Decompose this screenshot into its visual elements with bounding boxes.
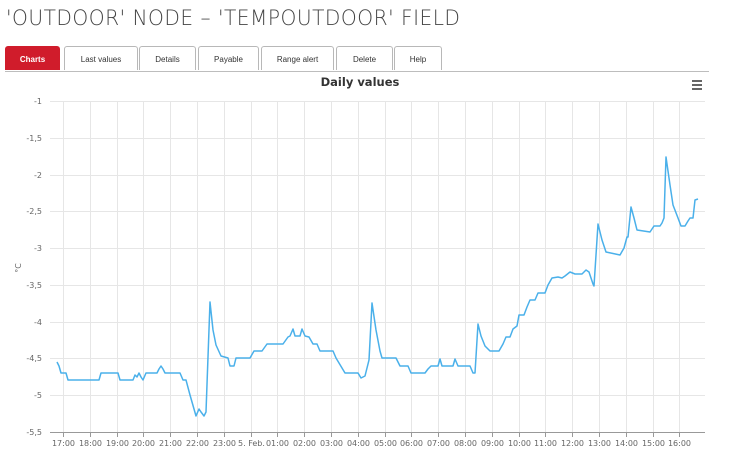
svg-text:-3: -3: [34, 244, 42, 253]
x-axis-ticks: [63, 432, 680, 437]
grid-lines: [50, 101, 705, 432]
svg-text:-1: -1: [34, 97, 42, 106]
x-axis-labels: 17:00 18:00 19:00 20:00 21:00 22:00 23:0…: [52, 439, 691, 448]
svg-text:05:00: 05:00: [374, 439, 397, 448]
svg-text:17:00: 17:00: [52, 439, 75, 448]
svg-text:21:00: 21:00: [159, 439, 182, 448]
svg-text:07:00: 07:00: [427, 439, 450, 448]
svg-text:20:00: 20:00: [132, 439, 155, 448]
tab-bar: Charts Last values Details Payable Range…: [5, 46, 709, 72]
tab-delete[interactable]: Delete: [336, 46, 393, 70]
svg-text:10:00: 10:00: [508, 439, 531, 448]
hamburger-menu-icon[interactable]: [692, 80, 702, 90]
tab-details[interactable]: Details: [139, 46, 196, 70]
tab-charts[interactable]: Charts: [5, 46, 60, 70]
page-title: 'OUTDOOR' NODE – 'TEMPOUTDOOR' FIELD: [6, 6, 461, 30]
svg-text:15:00: 15:00: [642, 439, 665, 448]
svg-text:04:00: 04:00: [347, 439, 370, 448]
svg-text:-1,5: -1,5: [26, 134, 42, 143]
svg-text:08:00: 08:00: [454, 439, 477, 448]
svg-text:-4,5: -4,5: [26, 354, 42, 363]
tab-payable[interactable]: Payable: [198, 46, 259, 70]
svg-text:06:00: 06:00: [400, 439, 423, 448]
svg-text:03:00: 03:00: [320, 439, 343, 448]
svg-text:-4: -4: [34, 318, 42, 327]
svg-text:23:00: 23:00: [213, 439, 236, 448]
svg-text:-5,5: -5,5: [26, 428, 42, 437]
svg-text:16:00: 16:00: [668, 439, 691, 448]
tab-last-values[interactable]: Last values: [64, 46, 138, 70]
temperature-series-line[interactable]: [56, 156, 699, 417]
chart-title: Daily values: [320, 75, 400, 89]
svg-text:5. Feb.: 5. Feb.: [238, 439, 265, 448]
svg-text:18:00: 18:00: [79, 439, 102, 448]
svg-text:01:00: 01:00: [266, 439, 289, 448]
svg-text:19:00: 19:00: [106, 439, 129, 448]
svg-text:09:00: 09:00: [481, 439, 504, 448]
svg-text:14:00: 14:00: [615, 439, 638, 448]
svg-text:-2: -2: [34, 171, 42, 180]
y-axis-title: °C: [14, 263, 23, 273]
svg-text:22:00: 22:00: [186, 439, 209, 448]
svg-text:13:00: 13:00: [588, 439, 611, 448]
tab-help[interactable]: Help: [394, 46, 442, 70]
svg-text:11:00: 11:00: [534, 439, 557, 448]
svg-text:-3,5: -3,5: [26, 281, 42, 290]
svg-text:-2,5: -2,5: [26, 207, 42, 216]
y-axis-labels: -1 -1,5 -2 -2,5 -3 -3,5 -4 -4,5 -5 -5,5: [26, 97, 42, 437]
tab-range-alert[interactable]: Range alert: [261, 46, 334, 70]
svg-text:-5: -5: [34, 391, 42, 400]
svg-text:02:00: 02:00: [293, 439, 316, 448]
svg-text:12:00: 12:00: [561, 439, 584, 448]
